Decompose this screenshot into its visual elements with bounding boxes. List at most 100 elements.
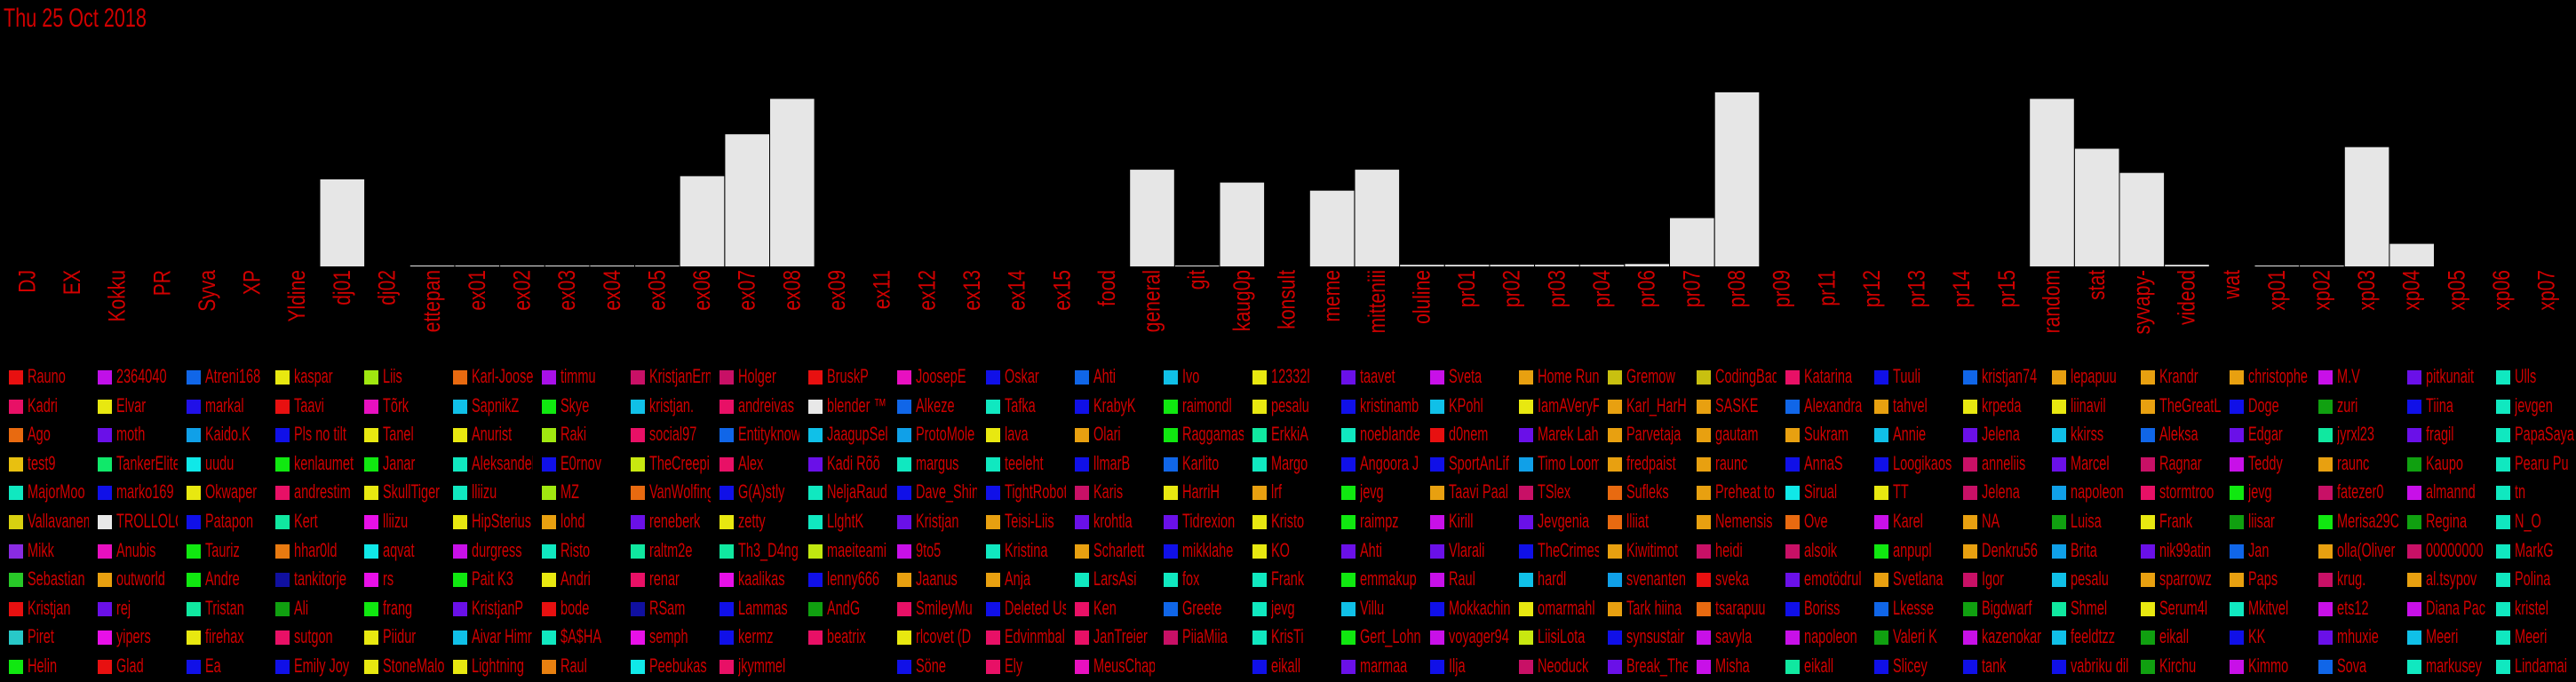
legend-item: Holger — [711, 363, 799, 390]
legend-label: KrabyK — [1093, 393, 1136, 416]
legend-label: Lkesse — [1893, 596, 1935, 619]
legend-swatch — [1963, 370, 1977, 385]
legend-label: Sova — [2337, 654, 2367, 677]
legend-label: fredpaist — [1626, 451, 1676, 474]
legend-item: stormtroo — [2132, 479, 2221, 505]
legend-swatch — [542, 543, 556, 559]
legend-label: TheCreepi — [649, 451, 710, 474]
legend-label: Tafka — [1005, 393, 1036, 416]
bar-oluline — [1400, 265, 1444, 266]
legend-label: raimpz — [1360, 510, 1399, 532]
legend-swatch — [364, 573, 378, 588]
legend-swatch — [1252, 399, 1267, 414]
legend-label: Alexandra — [1804, 393, 1863, 416]
legend-swatch — [897, 543, 911, 559]
legend-swatch — [9, 486, 23, 501]
legend-item: Misha — [1688, 653, 1777, 679]
legend-label: E0rnov — [561, 451, 602, 474]
legend-item: tankitorje — [266, 566, 355, 592]
legend-item: anneliis — [1954, 450, 2043, 477]
legend-item: noeblande — [1332, 421, 1421, 448]
legend-item: TheCrimes — [1510, 537, 1599, 564]
legend-item: Lightning — [444, 653, 533, 679]
legend-item: Kirill — [1421, 508, 1510, 535]
legend-swatch — [1963, 399, 1977, 414]
legend-swatch — [808, 573, 823, 588]
legend-item: MeusChap — [1066, 653, 1155, 679]
legend-swatch — [897, 601, 911, 616]
legend-label: SapnikZ — [472, 393, 520, 416]
legend-label: Vlarali — [1449, 538, 1485, 561]
legend-swatch — [1164, 428, 1178, 443]
legend-swatch — [1341, 370, 1356, 385]
legend-item: synsustair — [1599, 623, 1688, 650]
legend-swatch — [1519, 456, 1533, 472]
legend-swatch — [9, 399, 23, 414]
legend-label: alsoik — [1804, 538, 1838, 561]
legend-swatch — [453, 456, 467, 472]
legend-item: kkirss — [2043, 421, 2132, 448]
legend-label: Karis — [1093, 480, 1124, 504]
legend-label: KPohl — [1449, 393, 1483, 416]
legend-label: renar — [649, 567, 680, 591]
legend-item: bode — [533, 595, 622, 622]
legend-item: Tauriz — [178, 537, 266, 564]
legend-label: M.V — [2337, 365, 2360, 387]
legend-swatch — [1697, 486, 1711, 501]
legend-label: G(A)stly — [738, 480, 785, 504]
legend-item: Ely — [977, 653, 1066, 679]
legend-label: Sveta — [1449, 365, 1483, 387]
legend-swatch — [986, 370, 1000, 385]
legend-item: E0rnov — [533, 450, 622, 477]
legend-item: Serum4l — [2132, 595, 2221, 622]
legend-label: Edvinmbal — [1005, 625, 1065, 648]
legend-label: KrisTi — [1271, 625, 1304, 648]
legend-item: KrisTi — [1244, 623, 1332, 650]
legend-item: Andri — [533, 566, 622, 592]
legend-item: tn — [2487, 479, 2576, 505]
legend-swatch — [897, 630, 911, 646]
x-tick-label: xp02 — [2309, 270, 2335, 311]
legend-item: TheGreatL — [2132, 393, 2221, 419]
legend-label: fragil — [2426, 423, 2454, 446]
legend-item: fatezer0 — [2310, 479, 2398, 505]
legend-label: Aivar Himr — [472, 625, 532, 648]
legend-swatch — [1075, 399, 1089, 414]
legend-item: almannd — [2398, 479, 2487, 505]
legend-swatch — [986, 456, 1000, 472]
legend-swatch — [364, 543, 378, 559]
legend-item: krpeda — [1954, 393, 2043, 419]
legend-item: maeiteami — [799, 537, 888, 564]
legend-swatch — [1963, 660, 1977, 674]
legend-label: Ago — [28, 423, 51, 446]
legend-label: jevg — [1271, 596, 1295, 619]
legend-item: SportAnLif — [1421, 450, 1510, 477]
legend-swatch — [1963, 428, 1977, 443]
x-tick-label: Syva — [194, 270, 220, 312]
legend-item: Diana Pac — [2398, 595, 2487, 622]
legend-swatch — [275, 515, 290, 529]
legend-label: tahvel — [1893, 393, 1928, 416]
legend-label: sparrowz — [2159, 567, 2212, 591]
legend-label: moth — [116, 423, 146, 446]
legend-label: jkymmel — [738, 654, 786, 677]
legend-label: RSam — [649, 596, 686, 619]
legend-label: napoleon — [1804, 625, 1857, 648]
legend-label: Tauriz — [205, 538, 240, 561]
legend-swatch — [2230, 486, 2244, 501]
legend-item: KK — [2221, 623, 2310, 650]
legend-swatch — [1519, 399, 1533, 414]
legend-label: Ilja — [1449, 654, 1466, 677]
legend-item: Deleted Us — [977, 595, 1066, 622]
legend-item: kristjan. — [622, 393, 711, 419]
legend-swatch — [2141, 399, 2155, 414]
legend-item: Sova — [2310, 653, 2398, 679]
legend-item: Marek Lah — [1510, 421, 1599, 448]
legend-label: kkirss — [2071, 423, 2104, 446]
legend-label: Raggamas — [1182, 423, 1244, 446]
legend-swatch — [2141, 370, 2155, 385]
legend-label: liinavil — [2071, 393, 2106, 416]
legend-swatch — [1697, 370, 1711, 385]
legend-label: Anja — [1005, 567, 1031, 591]
legend-item: jevg — [2221, 479, 2310, 505]
